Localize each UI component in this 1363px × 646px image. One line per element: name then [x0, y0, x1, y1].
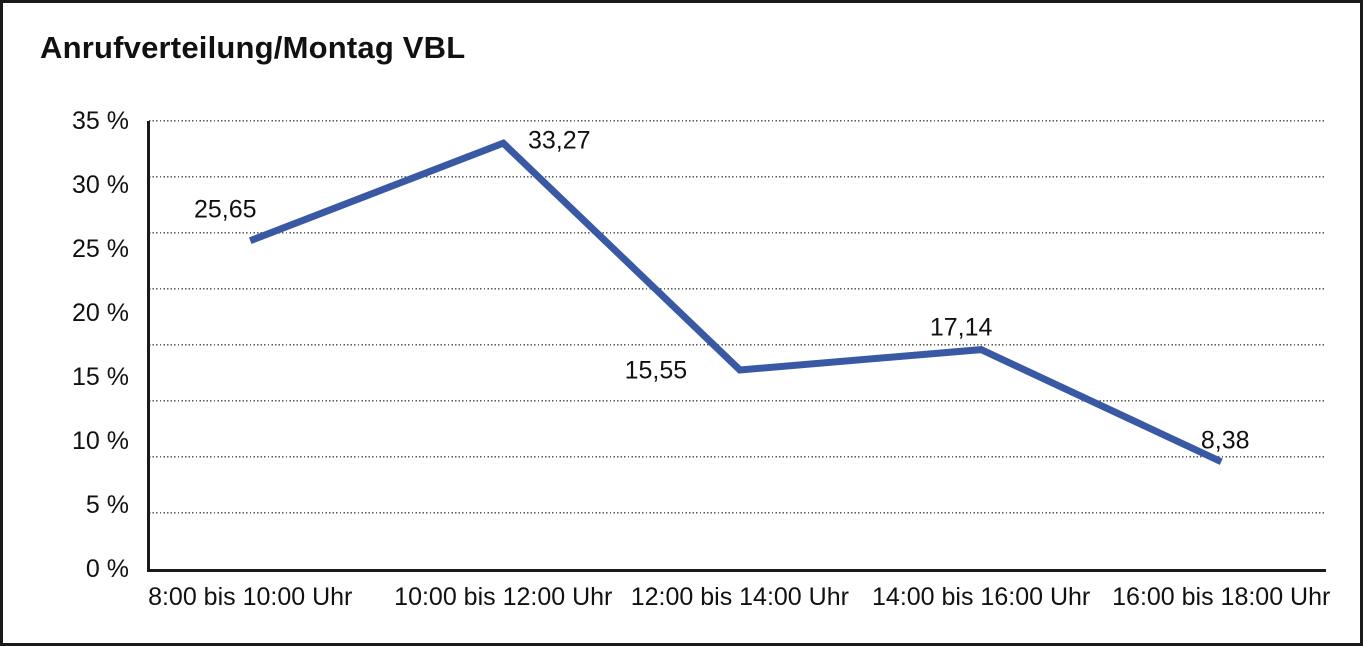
x-axis-category-label: 10:00 bis 12:00 Uhr — [394, 583, 613, 611]
gridline — [149, 400, 1326, 402]
y-axis-tick-label: 0 % — [85, 555, 129, 583]
data-point-label: 25,65 — [193, 195, 257, 224]
y-axis-tick-label: 30 % — [72, 171, 129, 199]
y-axis-line — [147, 121, 150, 572]
chart-title: Anrufverteilung/Montag VBL — [40, 30, 466, 65]
x-axis-category-label: 12:00 bis 14:00 Uhr — [630, 583, 849, 611]
x-axis-category-label: 14:00 bis 16:00 Uhr — [872, 583, 1091, 611]
data-point-label: 15,55 — [624, 356, 688, 385]
data-point-label: 8,38 — [1200, 426, 1250, 455]
gridline — [149, 176, 1326, 178]
plot-area: 0 % 5 % 10 % 15 % 20 % 25 % 30 % 35 % 8:00 bis 1… — [72, 107, 1330, 611]
gridline — [149, 456, 1326, 458]
gridline — [149, 344, 1326, 346]
gridline — [149, 120, 1326, 122]
line-series — [248, 139, 1223, 465]
gridline — [149, 512, 1326, 514]
gridline — [149, 232, 1326, 234]
y-axis-tick-label: 15 % — [72, 363, 129, 391]
data-line — [248, 139, 1223, 465]
y-axis-tick-label: 10 % — [72, 427, 129, 455]
data-point-label: 17,14 — [929, 313, 993, 342]
y-axis-tick-label: 35 % — [72, 107, 129, 135]
x-axis-category-label: 16:00 bis 18:00 Uhr — [1112, 583, 1331, 611]
y-axis-tick-label: 20 % — [72, 299, 129, 327]
x-axis-category-label: 8:00 bis 10:00 Uhr — [148, 583, 353, 611]
y-axis-tick-label: 25 % — [72, 235, 129, 263]
gridline — [149, 288, 1326, 290]
x-axis-line — [147, 569, 1326, 572]
data-point-label: 33,27 — [527, 126, 591, 155]
y-axis-tick-label: 5 % — [85, 491, 129, 519]
